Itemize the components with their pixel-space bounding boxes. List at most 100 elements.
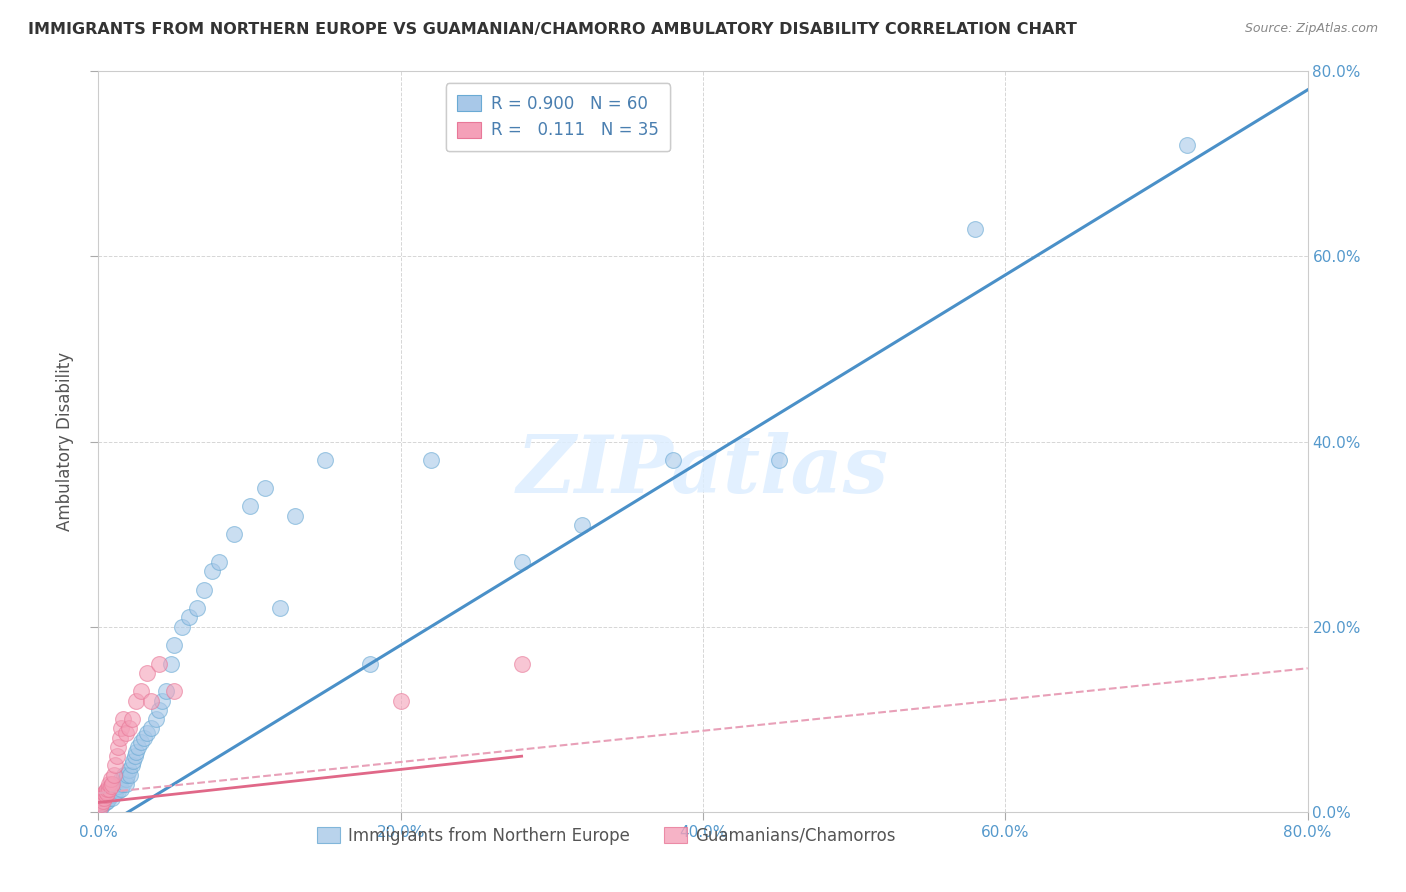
Point <box>91 797 114 812</box>
Point <box>145 712 167 726</box>
Point <box>90 790 112 805</box>
Point <box>93 796 115 810</box>
Point <box>91 794 114 808</box>
Point <box>111 777 134 791</box>
Point <box>98 777 121 791</box>
Point <box>98 781 121 796</box>
Point <box>208 555 231 569</box>
Point <box>114 726 136 740</box>
Point <box>224 527 246 541</box>
Point <box>148 703 170 717</box>
Point <box>120 767 142 781</box>
Point <box>101 790 124 805</box>
Point <box>103 786 125 800</box>
Point <box>115 767 138 781</box>
Point <box>122 754 145 768</box>
Point <box>111 712 134 726</box>
Point <box>148 657 170 671</box>
Point <box>125 745 148 759</box>
Point <box>93 786 115 800</box>
Point <box>100 772 122 787</box>
Point <box>107 784 129 798</box>
Point <box>510 555 533 569</box>
Point <box>135 665 157 680</box>
Point <box>132 731 155 745</box>
Point <box>103 781 125 796</box>
Point <box>179 610 201 624</box>
Point <box>108 731 131 745</box>
Point <box>89 800 111 814</box>
Point <box>1175 138 1198 153</box>
Point <box>110 722 132 736</box>
Point <box>186 601 208 615</box>
Point <box>163 684 186 698</box>
Point <box>314 453 336 467</box>
Legend: Immigrants from Northern Europe, Guamanians/Chamorros: Immigrants from Northern Europe, Guamani… <box>311 820 903 852</box>
Point <box>103 767 125 781</box>
Point <box>661 453 683 467</box>
Point <box>112 767 135 781</box>
Text: IMMIGRANTS FROM NORTHERN EUROPE VS GUAMANIAN/CHAMORRO AMBULATORY DISABILITY CORR: IMMIGRANTS FROM NORTHERN EUROPE VS GUAMA… <box>28 22 1077 37</box>
Point <box>100 784 122 798</box>
Point <box>90 800 112 814</box>
Point <box>155 684 177 698</box>
Point <box>114 772 136 787</box>
Point <box>284 508 307 523</box>
Point <box>114 777 136 791</box>
Point <box>253 481 276 495</box>
Point <box>127 739 149 754</box>
Point <box>118 763 141 777</box>
Point <box>105 781 128 796</box>
Point <box>98 790 121 805</box>
Point <box>201 564 224 578</box>
Point <box>96 781 118 796</box>
Point <box>105 749 128 764</box>
Point <box>107 739 129 754</box>
Point <box>129 735 152 749</box>
Point <box>107 779 129 793</box>
Point <box>96 794 118 808</box>
Point <box>89 796 111 810</box>
Point <box>360 657 382 671</box>
Point <box>104 786 127 800</box>
Point <box>510 657 533 671</box>
Y-axis label: Ambulatory Disability: Ambulatory Disability <box>56 352 75 531</box>
Point <box>170 619 193 633</box>
Point <box>110 772 132 787</box>
Point <box>420 453 443 467</box>
Point <box>269 601 291 615</box>
Point <box>129 684 152 698</box>
Point <box>193 582 215 597</box>
Point <box>124 749 146 764</box>
Point <box>100 788 122 802</box>
Point <box>93 790 115 805</box>
Point <box>96 786 118 800</box>
Point <box>135 726 157 740</box>
Point <box>125 694 148 708</box>
Point <box>94 796 117 810</box>
Point <box>141 694 163 708</box>
Point <box>121 758 143 772</box>
Point <box>121 712 143 726</box>
Point <box>91 788 114 802</box>
Point <box>239 500 262 514</box>
Text: Source: ZipAtlas.com: Source: ZipAtlas.com <box>1244 22 1378 36</box>
Point <box>571 517 593 532</box>
Point <box>104 758 127 772</box>
Point <box>163 638 186 652</box>
Point <box>389 694 412 708</box>
Point <box>108 777 131 791</box>
Point <box>101 777 124 791</box>
Point <box>160 657 183 671</box>
Point <box>94 788 117 802</box>
Point <box>118 722 141 736</box>
Point <box>94 784 117 798</box>
Point <box>150 694 173 708</box>
Text: ZIPatlas: ZIPatlas <box>517 433 889 510</box>
Point <box>100 779 122 793</box>
Point <box>768 453 790 467</box>
Point <box>110 781 132 796</box>
Point <box>965 221 987 235</box>
Point <box>141 722 163 736</box>
Point <box>90 797 112 812</box>
